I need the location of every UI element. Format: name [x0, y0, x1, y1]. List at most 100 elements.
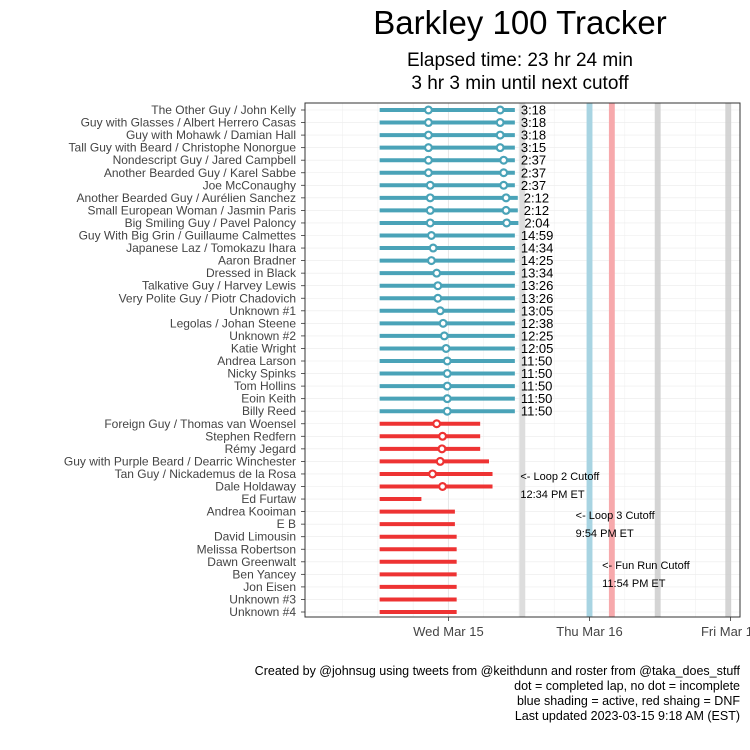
runner-time-label: 12:05: [521, 341, 554, 356]
cutoff-annotation-label: <- Loop 2 Cutoff: [520, 471, 600, 483]
runner-time-label: 3:18: [521, 103, 546, 118]
plot-border: [304, 102, 741, 618]
runner-time-label: 11:50: [521, 366, 553, 381]
runner-time-label: 12:38: [521, 316, 554, 331]
lap-dot: [501, 205, 511, 215]
lap-dot: [442, 406, 452, 416]
lap-dot: [438, 431, 448, 441]
lap-dot: [502, 218, 512, 228]
runner-time-label: 11:50: [521, 404, 553, 419]
runner-name-label: E B: [277, 517, 296, 531]
runner-name-label: Eoin Keith: [241, 392, 296, 406]
lap-dot: [438, 318, 448, 328]
runner-time-label: 2:04: [524, 215, 549, 230]
runner-name-label: Small European Woman / Jasmin Paris: [87, 203, 296, 217]
lap-dot: [495, 143, 505, 153]
runner-name-label: Big Smiling Guy / Pavel Paloncy: [125, 216, 296, 230]
runner-time-label: 14:25: [521, 253, 554, 268]
lap-dot: [433, 293, 443, 303]
lap-dot: [425, 218, 435, 228]
cutoff-band: [725, 103, 732, 617]
chart-title: Barkley 100 Tracker: [373, 4, 667, 41]
lap-dot: [442, 369, 452, 379]
lap-dot: [499, 155, 509, 165]
lap-dot: [425, 193, 435, 203]
x-tick-label: Fri Mar 17: [701, 624, 750, 639]
runner-name-label: Rémy Jegard: [225, 442, 296, 456]
runner-time-label: 2:12: [524, 203, 549, 218]
runner-name-label: Dressed in Black: [206, 266, 297, 280]
runner-name-label: Katie Wright: [231, 341, 297, 355]
runner-name-label: Unknown #4: [229, 605, 296, 619]
runner-name-label: Unknown #1: [229, 304, 296, 318]
runner-name-label: Guy with Mohawk / Damian Hall: [126, 128, 296, 142]
runner-time-label: 13:26: [521, 291, 554, 306]
lap-dot: [442, 356, 452, 366]
lap-dot: [499, 168, 509, 178]
lap-dot: [495, 105, 505, 115]
runner-time-label: 3:15: [521, 140, 546, 155]
footer-legend-shading: blue shading = active, red shaing = DNF: [516, 694, 740, 708]
lap-dot: [441, 343, 451, 353]
runner-name-label: Ben Yancey: [232, 567, 296, 581]
lap-dot: [432, 268, 442, 278]
runner-name-label: Dale Holdaway: [215, 480, 296, 494]
runner-name-label: Tan Guy / Nickademus de la Rosa: [115, 467, 297, 481]
cutoff-annotation-time: 11:54 PM ET: [602, 578, 666, 590]
runner-time-label: 2:37: [521, 153, 546, 168]
lap-dot: [499, 180, 509, 190]
runner-name-label: Another Bearded Guy / Aurélien Sanchez: [77, 191, 296, 205]
lap-dot: [425, 205, 435, 215]
runner-time-label: 3:18: [521, 128, 546, 143]
tracker-chart: The Other Guy / John Kelly 3:18 Guy with G…: [64, 102, 750, 639]
runner-name-label: Foreign Guy / Thomas van Woensel: [104, 417, 296, 431]
lap-dot: [435, 456, 445, 466]
runner-name-label: Aaron Bradner: [218, 254, 296, 268]
runner-name-label: Very Polite Guy / Piotr Chadovich: [119, 291, 296, 305]
dnf-band: [608, 103, 615, 617]
runner-name-label: Guy with Purple Beard / Dearric Winchest…: [64, 454, 296, 468]
lap-dot: [501, 193, 511, 203]
lap-dot: [425, 180, 435, 190]
chart-subtitle-elapsed: Elapsed time: 23 hr 24 min: [406, 50, 633, 71]
runner-name-label: Guy with Glasses / Albert Herrero Casas: [81, 116, 296, 130]
lap-dot: [442, 394, 452, 404]
runner-name-label: Stephen Redfern: [205, 429, 296, 443]
runner-name-label: Dawn Greenwalt: [207, 555, 296, 569]
runner-name-label: Nicky Spinks: [227, 367, 296, 381]
runner-name-label: Billy Reed: [242, 404, 296, 418]
lap-dot: [426, 231, 436, 241]
lap-dot: [423, 168, 433, 178]
footer-legend-dot: dot = completed lap, no dot = incomplete: [514, 679, 740, 693]
cutoff-band: [519, 103, 526, 617]
lap-dot: [437, 444, 447, 454]
runner-name-label: David Limousin: [214, 530, 296, 544]
runner-time-label: 13:26: [521, 278, 554, 293]
runner-time-label: 14:34: [521, 241, 554, 256]
x-tick-label: Wed Mar 15: [413, 624, 484, 639]
footer-last-updated: Last updated 2023-03-15 9:18 AM (EST): [514, 709, 740, 723]
runner-name-label: Nondescript Guy / Jared Campbell: [113, 153, 296, 167]
runner-name-label: Andrea Kooiman: [207, 505, 296, 519]
lap-dot: [423, 130, 433, 140]
cutoff-annotation-label: <- Fun Run Cutoff: [602, 560, 690, 572]
lap-dot: [432, 419, 442, 429]
lap-dot: [495, 118, 505, 128]
runner-name-label: Tall Guy with Beard / Christophe Nonorgu…: [69, 141, 297, 155]
x-tick-label: Thu Mar 16: [556, 624, 622, 639]
runner-name-label: Talkative Guy / Harvey Lewis: [142, 279, 296, 293]
lap-dot: [439, 331, 449, 341]
lap-dot: [495, 130, 505, 140]
runner-time-label: 2:37: [521, 165, 546, 180]
lap-dot: [423, 118, 433, 128]
runner-name-label: The Other Guy / John Kelly: [151, 103, 296, 117]
lap-dot: [442, 381, 452, 391]
lap-dot: [438, 482, 448, 492]
runner-name-label: Japanese Laz / Tomokazu Ihara: [126, 241, 296, 255]
runner-name-label: Melissa Robertson: [197, 542, 296, 556]
lap-dot: [423, 105, 433, 115]
runner-name-label: Legolas / Johan Steene: [170, 316, 296, 330]
cutoff-band: [654, 103, 661, 617]
runner-time-label: 13:34: [521, 266, 554, 281]
